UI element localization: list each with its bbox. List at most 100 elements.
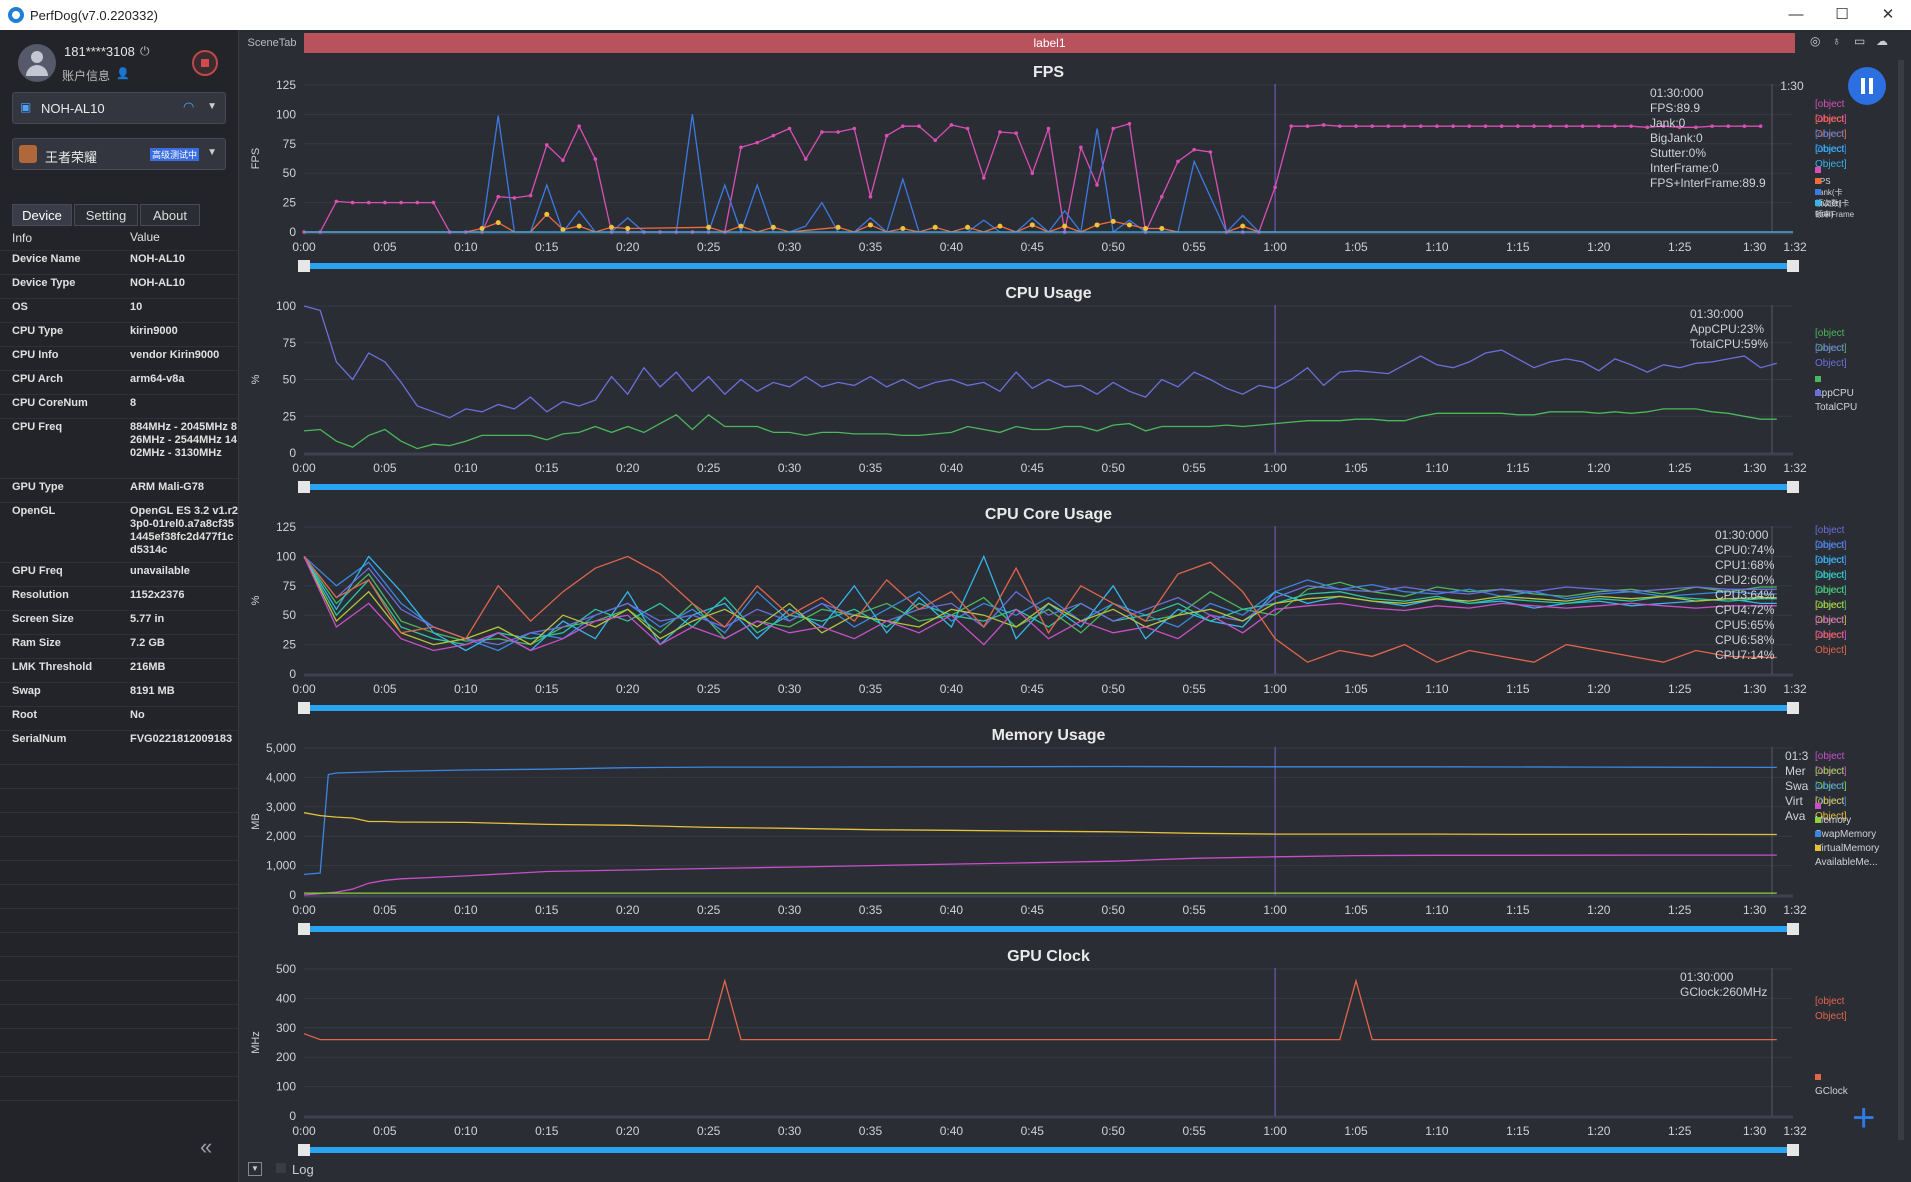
info-key: Screen Size [12,613,74,625]
legend-item: AppCPU [1815,373,1854,401]
x-tick-label: 1:30 [1743,240,1767,254]
legend-label: Jank(卡顿次数) [1815,188,1843,208]
tab-device[interactable]: Device [12,204,72,226]
app-select-label: 王者荣耀 [45,150,98,165]
range-end-handle[interactable] [1787,702,1799,714]
data-point [1645,125,1650,130]
data-point [577,124,581,128]
data-point [561,158,565,163]
y-axis-label: % [250,595,262,605]
close-button[interactable]: ✕ [1881,6,1895,23]
current-value: [object Object] [1815,328,1847,354]
app-select[interactable]: 王者荣耀 高级测试中 ▼ [12,138,226,170]
x-tick-label: 0:35 [859,461,883,475]
device-select[interactable]: ▣ NOH-AL10 ◠ ▼ [12,92,226,124]
info-key: LMK Threshold [12,661,93,673]
info-table-empty-row [0,1076,238,1101]
jank-point [770,224,776,230]
add-chart-button[interactable]: + [1852,1096,1876,1140]
range-end-handle[interactable] [1787,481,1799,493]
range-start-handle[interactable] [298,481,310,493]
time-range-slider[interactable] [304,484,1793,490]
time-range-slider[interactable] [304,1147,1793,1153]
hover-info-line: Mer [1785,764,1806,778]
series-line-cpu4 [303,555,1777,646]
x-tick-label: 1:05 [1344,240,1368,254]
scene-label[interactable]: label1 [304,33,1795,53]
data-point [1386,124,1391,128]
range-end-handle[interactable] [1787,923,1799,935]
info-table-row: Ram Size 7.2 GB [0,634,238,659]
data-point [868,194,873,199]
jank-point [706,224,712,230]
y-tick-label: 300 [276,1021,296,1035]
info-table-row: SerialNum FVG0221812009183 [0,730,238,765]
legend-item: Stutter(卡顿率) [1815,187,1849,220]
info-table-row: GPU Freq unavailable [0,562,238,587]
current-value: [object Object] [1815,114,1847,140]
cloud-icon[interactable]: ☁ [1876,34,1888,48]
range-start-handle[interactable] [298,1144,310,1156]
x-tick-label: 0:10 [454,240,478,254]
tab-about[interactable]: About [140,204,200,226]
x-tick-label: 0:15 [535,903,559,917]
y-tick-label: 25 [283,409,297,423]
data-point [1305,124,1310,128]
legend-item: Memory [1815,800,1851,828]
record-stop-button[interactable] [192,50,218,76]
collapse-sidebar-icon[interactable]: « [200,1134,213,1159]
range-end-handle[interactable] [1787,260,1799,272]
legend-item: TotalCPU [1815,387,1857,415]
range-start-handle[interactable] [298,260,310,272]
hover-info-line: Ava [1785,809,1806,823]
y-tick-label: 500 [276,962,296,976]
account-info-link[interactable]: 账户信息 [62,69,111,83]
x-tick-label: 0:30 [778,1124,802,1138]
avatar[interactable] [18,44,56,82]
range-end-handle[interactable] [1787,1144,1799,1156]
power-icon[interactable]: ⏻ [140,44,150,58]
legend-label: Stutter(卡顿率) [1815,199,1850,219]
x-tick-label: 0:50 [1102,682,1126,696]
log-toggle-icon[interactable]: ▼ [248,1162,262,1176]
x-tick-label: 1:15 [1506,1124,1530,1138]
pause-button[interactable] [1848,67,1886,105]
range-start-handle[interactable] [298,702,310,714]
tab-setting[interactable]: Setting [74,204,138,226]
info-key: Swap [12,685,41,697]
info-table-empty-row [0,1028,238,1053]
log-checkbox[interactable] [276,1163,286,1173]
location-icon[interactable]: ◎ [1810,34,1821,48]
time-range-slider[interactable] [304,263,1793,269]
legend-item: InterFrame [1815,198,1854,220]
minimize-button[interactable]: — [1788,6,1804,23]
scrollbar[interactable] [1898,60,1904,1140]
x-tick-label: 1:32 [1783,461,1807,475]
legend-label: Memory [1815,815,1852,826]
x-tick-label: 0:50 [1102,240,1126,254]
data-point [1095,183,1099,187]
data-point [1516,124,1520,128]
range-start-handle[interactable] [298,923,310,935]
folder-icon[interactable]: ▭ [1854,34,1866,48]
info-value: OpenGL ES 3.2 v1.r23p0-01rel0.a7a8cf3514… [130,505,239,556]
data-point [901,124,905,128]
y-tick-label: 400 [276,991,296,1005]
data-point [803,157,808,161]
info-table-empty-row [0,1004,238,1029]
data-point [350,200,355,205]
data-point [383,200,387,205]
time-range-slider[interactable] [304,926,1793,932]
info-table-empty-row [0,836,238,861]
pin-icon[interactable]: ♁ [1832,34,1841,48]
time-range-slider[interactable] [304,705,1793,711]
chart-panel-1: 0 25 50 75 100% 0:00 0:05 0:10 0:15 0:20 0:25 0:30 0… [250,299,1807,493]
hover-info-line: CPU7:14% [1715,648,1775,662]
x-tick-label: 0:40 [940,240,964,254]
x-tick-label: 1:05 [1344,1124,1368,1138]
scene-tab[interactable]: SceneTab [247,37,297,49]
chart-panel-0: 0 25 50 75 100 125 FPS 0:00 0:05 0:10 0:15 0:20 0:25… [250,78,1807,272]
x-tick-label: 0:45 [1021,461,1045,475]
maximize-button[interactable]: ☐ [1835,6,1849,23]
info-key: SerialNum [12,733,67,745]
